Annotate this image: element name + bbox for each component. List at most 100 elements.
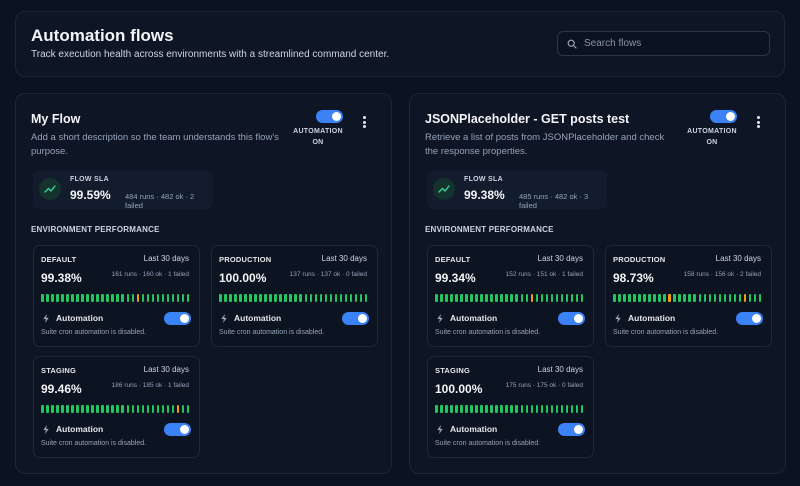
run-status-bar	[324, 294, 328, 302]
run-status-bar	[743, 294, 747, 302]
run-status-bar	[249, 294, 252, 302]
automation-label: Automation	[450, 424, 498, 434]
env-automation-toggle[interactable]	[558, 423, 585, 436]
run-status-bar	[41, 405, 44, 413]
run-status-bar	[733, 294, 737, 302]
env-note: Suite cron automation is disabled.	[613, 329, 719, 336]
run-status-bar	[450, 294, 453, 302]
run-status-bar	[86, 294, 89, 302]
run-status-bar	[728, 294, 732, 302]
run-status-bar	[570, 294, 574, 302]
env-automation-toggle[interactable]	[342, 312, 369, 325]
run-status-bar	[244, 294, 247, 302]
run-status-bar	[628, 294, 631, 302]
run-status-bar	[141, 294, 145, 302]
flow-sla-card: FLOW SLA 99.38% 485 runs · 482 ok · 3 fa…	[427, 170, 607, 210]
run-status-bar	[495, 405, 498, 413]
automation-on-label: AUTOMATION ON	[293, 128, 343, 146]
run-status-bar	[633, 294, 636, 302]
env-note: Suite cron automation is disabled.	[435, 440, 541, 447]
run-status-bar	[259, 294, 262, 302]
run-status-bar	[121, 294, 125, 302]
run-status-bar	[329, 294, 333, 302]
run-status-bar	[678, 294, 681, 302]
run-status-bar	[166, 405, 170, 413]
flow-automation-toggle[interactable]	[316, 110, 343, 123]
run-status-bar	[455, 294, 458, 302]
run-status-bar	[570, 405, 574, 413]
run-status-bar	[500, 405, 503, 413]
automation-label: Automation	[56, 424, 104, 434]
env-card-production: PRODUCTION Last 30 days 100.00% 137 runs…	[211, 245, 378, 347]
search-box[interactable]	[557, 31, 770, 56]
run-status-bar	[708, 294, 712, 302]
sla-percent: 99.38%	[464, 188, 505, 202]
run-status-bar	[359, 294, 363, 302]
run-status-bar	[693, 294, 697, 302]
run-status-bar	[156, 405, 160, 413]
run-status-bar	[344, 294, 348, 302]
run-status-bar	[618, 294, 621, 302]
run-status-bar	[748, 294, 752, 302]
flow-name: My Flow	[31, 112, 81, 126]
run-status-bar	[658, 294, 661, 302]
env-performance-heading: ENVIRONMENT PERFORMANCE	[425, 225, 554, 234]
run-status-bar	[648, 294, 651, 302]
env-period: Last 30 days	[143, 365, 189, 374]
run-status-bar	[545, 405, 549, 413]
run-status-bar	[309, 294, 313, 302]
run-status-bar	[56, 405, 59, 413]
run-status-bar	[515, 294, 519, 302]
flow-card: My Flow Add a short description so the t…	[15, 93, 392, 474]
run-status-bar	[254, 294, 257, 302]
more-options-icon[interactable]	[360, 116, 368, 130]
env-automation-toggle[interactable]	[164, 312, 191, 325]
run-status-bar	[530, 405, 534, 413]
run-status-bar	[61, 294, 64, 302]
env-automation-toggle[interactable]	[736, 312, 763, 325]
run-status-bar	[465, 405, 468, 413]
run-status-bar	[643, 294, 646, 302]
flow-automation-toggle[interactable]	[710, 110, 737, 123]
run-status-bar	[703, 294, 707, 302]
run-status-bar	[51, 294, 54, 302]
env-period: Last 30 days	[537, 254, 583, 263]
run-status-bar	[485, 405, 488, 413]
run-status-bar	[580, 405, 584, 413]
flow-description: Retrieve a list of posts from JSONPlaceh…	[425, 132, 665, 157]
run-status-bar	[673, 294, 676, 302]
env-percent: 98.73%	[613, 271, 654, 285]
env-automation-toggle[interactable]	[558, 312, 585, 325]
automation-label: Automation	[450, 313, 498, 323]
run-status-bar	[460, 294, 463, 302]
run-status-bar	[111, 405, 114, 413]
sla-stats: 485 runs · 482 ok · 3 failed	[519, 192, 589, 210]
env-period: Last 30 days	[143, 254, 189, 263]
run-status-bar	[575, 294, 579, 302]
run-status-bar	[435, 405, 438, 413]
run-status-bar	[71, 294, 74, 302]
env-percent: 99.34%	[435, 271, 476, 285]
more-options-icon[interactable]	[754, 116, 762, 130]
flow-description: Add a short description so the team unde…	[31, 132, 279, 157]
run-status-bar	[435, 294, 438, 302]
run-status-bar	[465, 294, 468, 302]
run-status-bar	[490, 405, 493, 413]
env-automation-toggle[interactable]	[164, 423, 191, 436]
run-status-bar	[349, 294, 353, 302]
run-status-bar	[668, 294, 671, 302]
run-status-bar	[171, 294, 175, 302]
run-status-bar	[264, 294, 267, 302]
run-status-bar	[530, 294, 534, 302]
run-status-bar	[638, 294, 641, 302]
env-stats: 161 runs · 160 ok · 1 failed	[111, 271, 189, 278]
search-input[interactable]	[584, 38, 764, 49]
run-status-bar	[738, 294, 742, 302]
run-status-bar	[613, 294, 616, 302]
run-status-bar	[653, 294, 656, 302]
automation-row: Automation	[220, 313, 281, 323]
run-status-bar	[116, 294, 120, 302]
env-card-production: PRODUCTION Last 30 days 98.73% 158 runs …	[605, 245, 772, 347]
run-status-bar	[485, 294, 488, 302]
run-status-bar	[146, 294, 150, 302]
